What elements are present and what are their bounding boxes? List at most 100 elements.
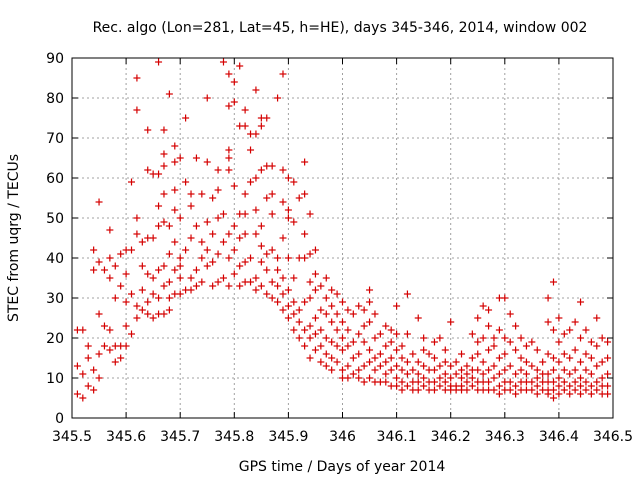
data-point-marker [182,114,190,122]
data-point-marker [387,326,395,334]
data-point-marker [171,266,179,274]
data-point-marker [604,354,612,362]
y-tick-label: 40 [46,251,64,267]
data-point-marker [506,310,514,318]
data-point-marker [187,202,195,210]
data-point-marker [339,334,346,342]
data-points [73,58,612,402]
data-point-marker [122,270,130,278]
data-point-marker [430,378,438,386]
data-point-marker [247,254,255,262]
data-point-marker [171,158,179,166]
data-point-marker [371,366,379,374]
data-point-marker [138,306,146,314]
data-point-marker [409,350,417,358]
data-point-marker [506,386,514,394]
data-point-marker [279,166,287,174]
data-point-marker [371,310,379,318]
data-point-marker [209,194,217,202]
x-tick-label: 345.8 [214,429,254,445]
data-point-marker [214,214,222,222]
data-point-marker [479,358,487,366]
data-point-marker [203,262,211,270]
data-point-marker [490,342,498,350]
data-point-marker [149,274,157,282]
data-point-marker [366,286,374,294]
data-point-marker [79,326,87,334]
data-point-marker [430,366,438,374]
data-point-marker [571,346,579,354]
data-point-marker [387,338,395,346]
data-point-marker [522,370,530,378]
data-point-marker [360,378,368,386]
data-point-marker [171,142,179,150]
data-point-marker [458,374,466,382]
y-axis-label: STEC from uqrg / TECUs [6,154,22,322]
data-point-marker [463,362,471,370]
data-point-marker [203,94,211,102]
data-point-marker [463,386,471,394]
data-point-marker [344,326,352,334]
data-point-marker [598,374,606,382]
data-point-marker [360,338,368,346]
data-point-marker [560,378,568,386]
data-point-marker [560,386,568,394]
data-point-marker [506,378,514,386]
data-point-marker [301,342,309,350]
data-point-marker [279,290,287,298]
data-point-marker [106,346,114,354]
data-point-marker [382,378,390,386]
data-point-marker [128,246,136,254]
x-tick-label: 346.1 [377,429,417,445]
data-point-marker [171,206,179,214]
data-point-marker [382,358,390,366]
chart-title: Rec. algo (Lon=281, Lat=45, h=HE), days … [93,20,588,36]
data-point-marker [95,350,103,358]
data-point-marker [533,346,541,354]
data-point-marker [84,342,92,350]
data-point-marker [252,130,260,138]
data-point-marker [495,382,503,390]
data-point-marker [268,294,276,302]
data-point-marker [544,318,552,326]
data-point-marker [339,298,346,306]
data-point-marker [241,230,249,238]
data-point-marker [290,310,298,318]
data-point-marker [257,242,265,250]
data-point-marker [463,378,471,386]
data-point-marker [512,370,520,378]
data-point-marker [295,306,303,314]
data-point-marker [479,370,487,378]
data-point-marker [317,358,325,366]
data-point-marker [593,362,601,370]
data-point-marker [506,338,514,346]
data-point-marker [176,290,184,298]
y-tick-label: 20 [46,331,64,347]
data-point-marker [252,274,260,282]
data-point-marker [328,318,336,326]
data-point-marker [144,166,152,174]
data-point-marker [263,266,271,274]
data-point-marker [549,354,557,362]
data-point-marker [366,298,374,306]
data-point-marker [100,342,108,350]
data-point-marker [604,390,612,398]
data-point-marker [214,186,222,194]
data-point-marker [441,358,449,366]
data-point-marker [544,370,552,378]
data-point-marker [447,362,455,370]
data-point-marker [176,262,184,270]
data-point-marker [393,382,401,390]
data-point-marker [587,382,595,390]
data-point-marker [311,270,319,278]
data-point-marker [528,386,536,394]
data-point-marker [290,326,298,334]
data-point-marker [485,346,493,354]
data-point-marker [549,378,557,386]
data-point-marker [138,286,146,294]
data-point-marker [376,330,384,338]
data-point-marker [555,382,563,390]
data-point-marker [171,186,179,194]
data-point-marker [403,290,411,298]
data-point-marker [198,238,206,246]
